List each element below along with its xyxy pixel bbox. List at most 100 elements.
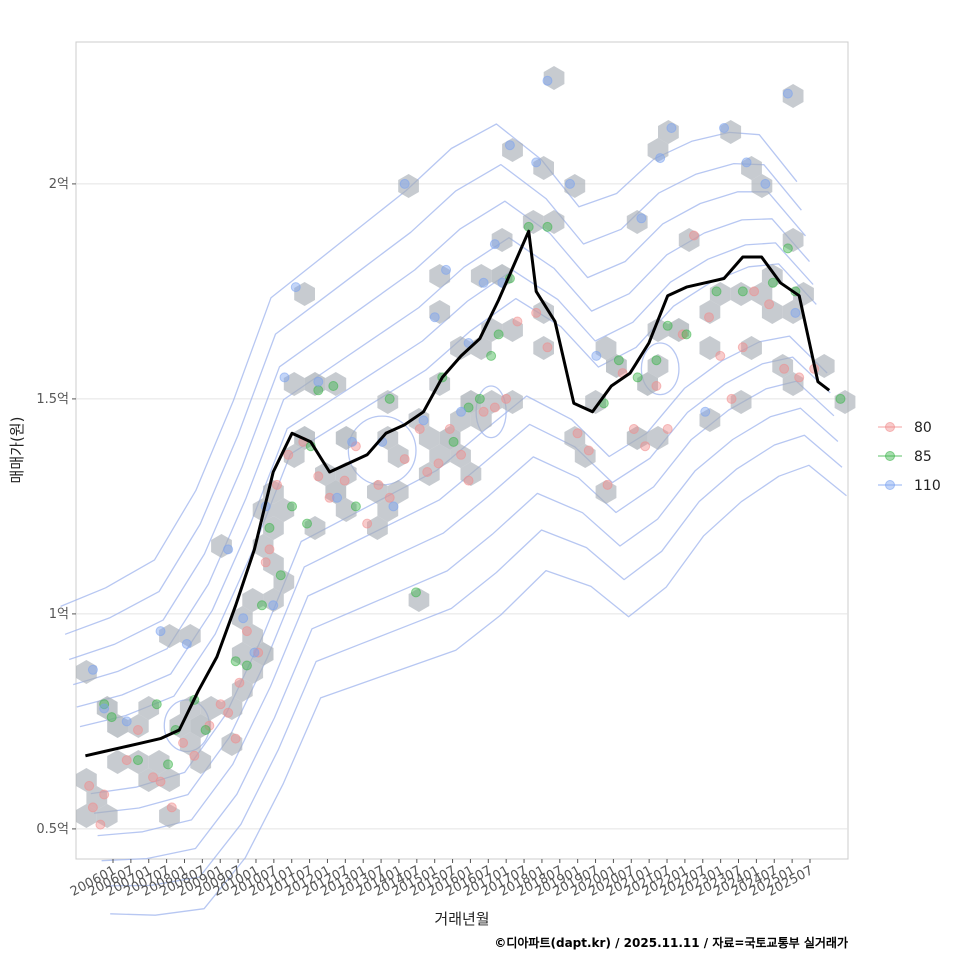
hexbin <box>502 138 523 162</box>
scatter-point-85 <box>230 656 241 667</box>
density-contour <box>110 464 847 916</box>
hexbin <box>543 66 565 90</box>
hexbin <box>76 804 97 828</box>
hexbin <box>159 624 180 648</box>
scatter-point-80 <box>84 780 95 791</box>
scatter-point-85 <box>542 221 553 232</box>
hexbin <box>429 300 451 324</box>
scatter-point-80 <box>572 428 583 439</box>
scatter-point-80 <box>241 626 252 637</box>
hexbin <box>304 516 326 540</box>
scatter-point-85 <box>681 329 692 340</box>
scatter-point-85 <box>163 759 174 770</box>
scatter-point-80 <box>726 393 737 404</box>
scatter-point-110 <box>565 178 576 189</box>
hexbin <box>585 390 606 414</box>
hexbin <box>159 804 180 828</box>
scatter-point-80 <box>362 518 373 529</box>
scatter-point-80 <box>501 393 512 404</box>
hexbin <box>450 408 471 432</box>
scatter-point-110 <box>741 157 752 168</box>
scatter-point-80 <box>132 725 143 735</box>
density-contour-peak <box>640 342 680 396</box>
scatter-point-110 <box>782 88 793 99</box>
scatter-point-110 <box>719 123 730 133</box>
y-axis-ticks: 0.5억 1억 1.5억 2억 <box>36 177 76 837</box>
scatter-point-80 <box>489 402 500 413</box>
hexbin <box>179 732 201 756</box>
hexbin <box>387 480 409 504</box>
hexbin <box>522 210 544 234</box>
scatter-point-80 <box>121 755 132 766</box>
hexbin <box>439 426 461 450</box>
density-contour <box>76 242 814 708</box>
hexbin <box>533 300 554 324</box>
scatter-point-80 <box>189 750 200 761</box>
scatter-point-110 <box>279 372 290 383</box>
scatter-point-80 <box>260 557 271 568</box>
scatter-point-110 <box>655 153 666 164</box>
scatter-point-85 <box>613 355 624 366</box>
legend-label: 85 <box>914 449 932 465</box>
scatter-point-80 <box>271 479 282 490</box>
hexbin <box>647 354 669 378</box>
scatter-point-110 <box>87 664 98 675</box>
hexbin <box>231 642 253 666</box>
density-contour <box>60 123 798 608</box>
hexbin <box>179 624 201 648</box>
hexbin <box>211 534 232 558</box>
scatter-point-110 <box>478 277 489 288</box>
hexbin <box>491 228 513 252</box>
scatter-point-80 <box>283 449 294 460</box>
density-contour <box>101 407 839 862</box>
scatter-point-80 <box>313 471 324 482</box>
scatter-point-80 <box>324 492 335 503</box>
scatter-point-80 <box>373 479 384 490</box>
scatter-point-80 <box>688 230 699 241</box>
scatter-point-110 <box>399 178 410 189</box>
scatter-point-80 <box>178 737 189 748</box>
density-contour <box>97 380 835 837</box>
scatter-point-85 <box>287 501 298 512</box>
scatter-point-80 <box>583 445 594 456</box>
hexbin <box>231 678 253 702</box>
density-contour <box>105 434 843 887</box>
hexbin <box>377 498 399 522</box>
hexbin <box>263 588 284 612</box>
scatter-point-110 <box>489 239 500 250</box>
hexbin <box>450 444 471 468</box>
hexbin <box>658 120 679 144</box>
hexbin <box>626 426 648 450</box>
hexbin <box>626 210 648 234</box>
hexbin <box>543 210 565 234</box>
scatter-point-85 <box>767 277 778 288</box>
hexbin <box>159 768 180 792</box>
hexbin <box>138 768 160 792</box>
scatter-point-110 <box>249 647 260 658</box>
scatter-point-85 <box>711 286 722 297</box>
scatter-point-110 <box>700 406 711 417</box>
scatter-point-85 <box>737 286 748 297</box>
hexbin <box>761 300 783 324</box>
scatter-point-85 <box>486 350 497 361</box>
scatter-point-85 <box>493 329 504 340</box>
scatter-point-85 <box>410 587 421 598</box>
scatter-point-85 <box>448 436 459 447</box>
scatter-point-85 <box>256 600 267 611</box>
scatter-point-80 <box>794 372 805 383</box>
scatter-point-85 <box>474 393 485 404</box>
scatter-point-110 <box>332 492 343 503</box>
scatter-point-85 <box>132 755 143 766</box>
hexbin <box>377 426 399 450</box>
hexbin <box>730 390 752 414</box>
hexbin <box>782 372 804 396</box>
density-contour <box>68 191 806 661</box>
hexbin <box>595 480 617 504</box>
scatter-point-80 <box>87 802 98 813</box>
scatter-point-110 <box>456 406 467 417</box>
scatter-point-110 <box>429 312 440 323</box>
hexbin <box>502 390 523 414</box>
scatter-point-110 <box>181 639 192 649</box>
scatter-point-80 <box>602 479 613 490</box>
scatter-point-85 <box>463 402 474 413</box>
